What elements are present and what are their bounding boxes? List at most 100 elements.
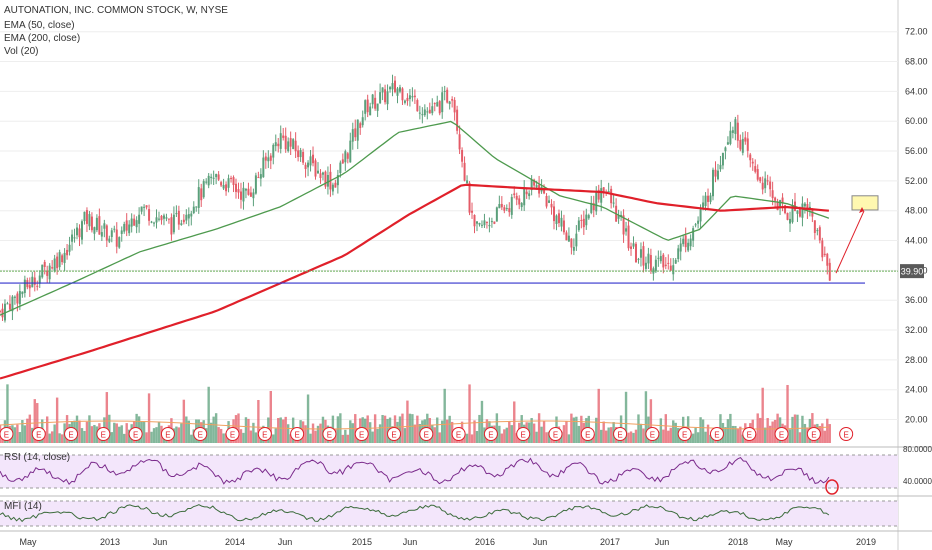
candle-body xyxy=(719,164,722,170)
candle-body xyxy=(813,220,816,233)
candle-body xyxy=(761,182,764,190)
volume-bar xyxy=(182,399,186,443)
candle-body xyxy=(657,257,660,259)
candle-body xyxy=(302,151,305,163)
candle-body xyxy=(356,119,359,141)
candle-body xyxy=(170,217,173,235)
legend-ema50: EMA (50, close) xyxy=(4,20,75,31)
candle-body xyxy=(160,215,163,221)
candle-body xyxy=(674,259,677,264)
candle-body xyxy=(108,238,111,242)
earnings-label: E xyxy=(585,431,590,440)
earnings-marker xyxy=(257,427,272,441)
candle-body xyxy=(68,244,71,252)
candle-body xyxy=(627,225,630,249)
earnings-label: E xyxy=(101,431,106,440)
volume-bar xyxy=(282,419,285,443)
earnings-label: E xyxy=(262,431,267,440)
candle-body xyxy=(679,243,682,252)
candle-body xyxy=(473,215,476,227)
candle-body xyxy=(157,218,160,220)
volume-bar xyxy=(386,418,389,443)
candle-body xyxy=(791,205,794,223)
candle-body xyxy=(786,212,789,220)
candle-body xyxy=(259,174,262,179)
earnings-label: E xyxy=(617,431,622,440)
volume-bar xyxy=(667,430,670,443)
candle-body xyxy=(577,220,580,231)
candle-body xyxy=(215,174,218,178)
candle-body xyxy=(451,99,454,101)
volume-bar xyxy=(150,431,153,443)
volume-bar xyxy=(60,434,64,443)
volume-bar xyxy=(448,415,451,443)
volume-bar xyxy=(473,420,476,443)
candle-body xyxy=(279,133,282,149)
candle-body xyxy=(105,225,108,241)
candle-body xyxy=(575,233,578,247)
volume-bar xyxy=(592,434,595,443)
volume-bar xyxy=(600,429,603,443)
volume-bar xyxy=(408,413,412,443)
candle-body xyxy=(818,227,821,241)
candle-body xyxy=(272,144,275,158)
candle-body xyxy=(426,111,429,113)
earnings-marker xyxy=(64,427,79,441)
volume-bar xyxy=(642,428,645,443)
candle-body xyxy=(687,242,690,251)
volume-bar xyxy=(508,421,511,443)
candle-body xyxy=(669,265,672,271)
candle-body xyxy=(739,139,742,150)
candle-body xyxy=(741,138,744,153)
volume-bar xyxy=(351,423,354,443)
earnings-marker xyxy=(96,427,111,441)
candle-body xyxy=(749,154,752,161)
candle-body xyxy=(652,268,655,274)
volume-bar xyxy=(607,427,610,443)
volume-bar xyxy=(786,384,789,443)
candle-body xyxy=(774,197,777,201)
candle-body xyxy=(704,195,707,207)
volume-bar xyxy=(724,427,727,443)
candle-body xyxy=(644,262,647,269)
volume-bar xyxy=(436,417,439,443)
candle-body xyxy=(235,183,238,192)
volume-bar xyxy=(756,413,759,443)
candle-body xyxy=(503,207,506,211)
volume-bar xyxy=(515,433,518,443)
volume-bar xyxy=(798,432,802,443)
earnings-marker xyxy=(160,427,175,441)
x-tick-label: Jun xyxy=(403,537,418,547)
earnings-marker xyxy=(387,427,402,441)
volume-bar xyxy=(378,424,382,443)
candle-body xyxy=(789,218,792,224)
candle-body xyxy=(133,218,136,226)
candle-body xyxy=(282,135,285,138)
volume-bar xyxy=(272,434,275,443)
candle-body xyxy=(180,223,183,225)
volume-bar xyxy=(254,432,258,443)
candle-body xyxy=(639,249,642,258)
candle-body xyxy=(724,147,727,152)
earnings-marker xyxy=(322,427,337,441)
candle-body xyxy=(821,240,824,258)
candle-body xyxy=(702,202,705,208)
earnings-label: E xyxy=(4,431,9,440)
candle-body xyxy=(461,149,464,162)
x-tick-label: 2016 xyxy=(475,537,495,547)
volume-bar xyxy=(279,417,282,443)
candle-body xyxy=(637,258,640,260)
volume-bar xyxy=(754,433,757,443)
volume-bar xyxy=(699,417,702,443)
volume-bar xyxy=(498,425,501,443)
candle-body xyxy=(567,235,570,242)
candle-body xyxy=(448,101,451,105)
candle-body xyxy=(43,261,46,267)
volume-bar xyxy=(443,388,446,443)
volume-bar xyxy=(113,422,116,443)
volume-bar xyxy=(433,427,436,443)
candle-body xyxy=(287,141,290,152)
candle-body xyxy=(600,188,603,203)
volume-bar xyxy=(344,429,347,443)
candle-body xyxy=(523,188,526,206)
